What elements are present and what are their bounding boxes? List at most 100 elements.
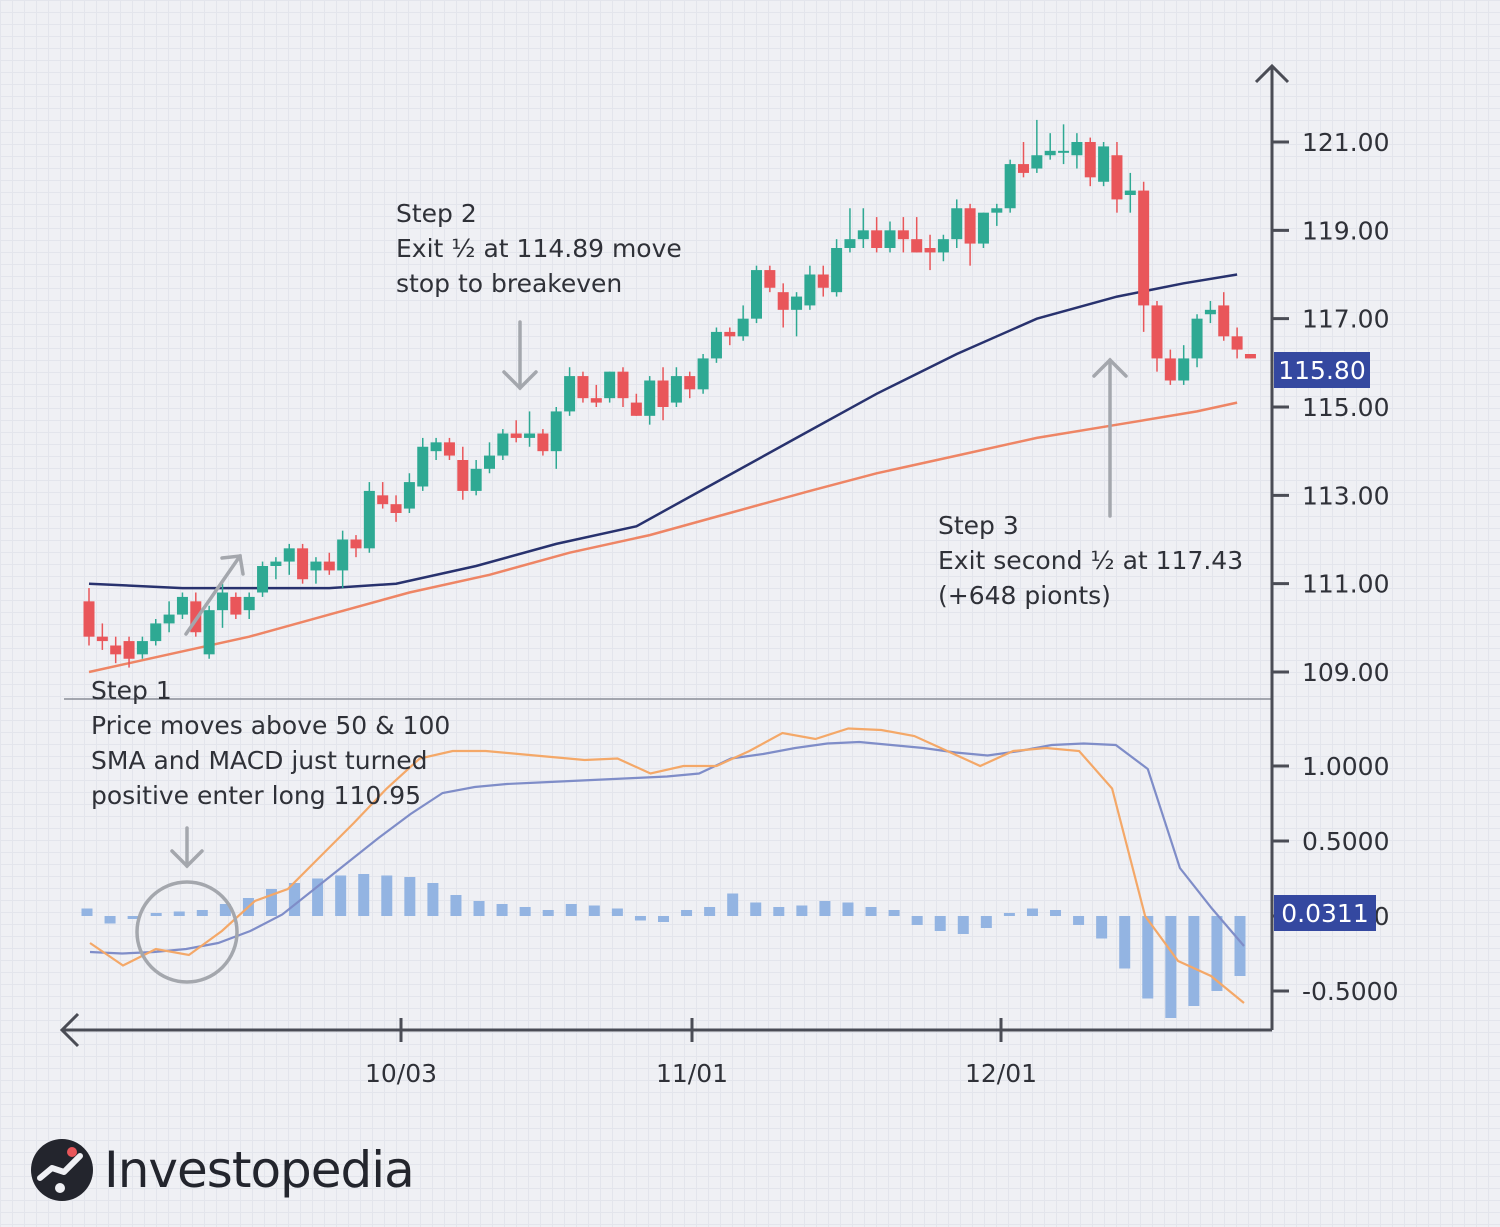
candle-body <box>217 592 228 611</box>
annotation-step1-line4: positive enter long 110.95 <box>91 781 421 810</box>
investopedia-logo: Investopedia <box>30 1130 415 1210</box>
candle-body <box>1218 305 1230 337</box>
candle-body <box>510 433 522 438</box>
candle-body <box>1164 358 1176 381</box>
x-ticks: 10/03 11/01 12/01 <box>365 1018 1037 1088</box>
candle-body <box>1151 305 1163 359</box>
price-badge-label: 115.80 <box>1278 356 1365 385</box>
histogram-bar <box>1073 916 1085 925</box>
candle-body <box>751 270 762 319</box>
histogram-bar <box>196 910 208 916</box>
histogram-bar <box>104 916 116 924</box>
candle-body <box>123 641 135 659</box>
y-tick-label: 1.0000 <box>1302 752 1389 781</box>
candle-body <box>1084 142 1096 178</box>
candle-body <box>1191 318 1203 359</box>
candle-body <box>951 208 963 240</box>
histogram-bar <box>1165 916 1177 1018</box>
y-tick-label: 109.00 <box>1302 658 1389 687</box>
sma50-line <box>88 273 1238 590</box>
y-tick-label: 119.00 <box>1302 216 1389 245</box>
candle-body <box>871 230 883 248</box>
histogram-bar <box>265 889 277 916</box>
candle-body <box>911 239 923 253</box>
y-ticks: 121.00 119.00 117.00 115.00 113.00 111.00 109.… <box>1272 128 1399 1006</box>
candle-body <box>697 358 709 390</box>
candle-body <box>804 274 816 306</box>
histogram-bar <box>1119 916 1131 969</box>
candle-body <box>176 596 188 615</box>
annotation-step3-line3: (+648 pionts) <box>938 581 1111 610</box>
candle-body <box>203 610 215 655</box>
macd-histogram <box>81 874 1246 1018</box>
histogram-bar <box>473 901 485 916</box>
histogram-bar <box>1096 916 1108 939</box>
histogram-bar <box>1234 916 1246 976</box>
candle-body <box>377 495 389 505</box>
histogram-bar <box>150 913 162 916</box>
histogram-bar <box>980 916 992 928</box>
histogram-bar <box>588 905 600 916</box>
candle-body <box>470 468 482 491</box>
histogram-bar <box>773 907 785 916</box>
histogram-bar <box>81 908 93 916</box>
histogram-bar <box>842 902 854 916</box>
annotation-step3-line1: Step 3 <box>938 511 1019 540</box>
histogram-bar <box>634 916 646 921</box>
candle-body <box>1138 190 1150 306</box>
annotation-arrows <box>135 320 1128 984</box>
x-axis-arrow-icon <box>59 1012 80 1048</box>
candle-body <box>764 270 776 288</box>
candle-body <box>1124 190 1136 195</box>
candle-body <box>670 376 682 403</box>
candle-body <box>590 398 602 403</box>
step1-down-arrowhead-icon <box>170 849 204 869</box>
histogram-bar <box>911 916 923 925</box>
candle-body <box>524 433 536 438</box>
candle-body <box>1244 354 1256 359</box>
annotation-step2: Step 2 Exit ½ at 114.89 move stop to bre… <box>396 199 682 298</box>
candle-body <box>243 596 255 611</box>
candle-body <box>1098 146 1110 182</box>
candle-body <box>110 645 122 655</box>
histogram-bar <box>658 916 669 922</box>
candle-body <box>350 539 362 549</box>
candle-body <box>737 318 749 337</box>
candle-body <box>617 371 629 399</box>
candle-body <box>550 411 562 452</box>
histogram-bar <box>519 907 531 916</box>
candle-body <box>844 239 856 248</box>
x-tick-label: 11/01 <box>656 1059 728 1088</box>
candle-body <box>884 230 896 248</box>
price-badge <box>1274 352 1370 388</box>
candle-body <box>1044 150 1056 156</box>
macd-line <box>89 740 1245 955</box>
histogram-bar <box>450 895 462 916</box>
annotation-step1-line1: Step 1 <box>91 676 172 705</box>
histogram-bar <box>381 875 393 916</box>
candle-body <box>924 248 936 253</box>
candle-body <box>430 442 442 452</box>
candle-body <box>991 208 1003 213</box>
candle-body <box>977 212 989 244</box>
candle-body <box>484 455 495 469</box>
histogram-bar <box>934 916 946 931</box>
candle-body <box>777 292 789 310</box>
candle-body <box>417 446 429 487</box>
y-tick-label: 117.00 <box>1302 305 1389 334</box>
candle-body <box>937 239 949 253</box>
candle-body <box>323 561 335 571</box>
candle-body <box>1111 155 1123 200</box>
candle-body <box>83 601 95 637</box>
y-tick-label: 115.00 <box>1302 393 1389 422</box>
candle-body <box>497 433 509 456</box>
histogram-bar <box>404 877 416 916</box>
histogram-bar <box>611 908 623 916</box>
candle-body <box>897 230 909 240</box>
histogram-bar <box>127 916 139 919</box>
histogram-bar <box>335 875 347 916</box>
annotation-step2-line2: Exit ½ at 114.89 move <box>396 234 682 263</box>
histogram-bar <box>704 907 716 916</box>
histogram-bar <box>957 916 969 934</box>
